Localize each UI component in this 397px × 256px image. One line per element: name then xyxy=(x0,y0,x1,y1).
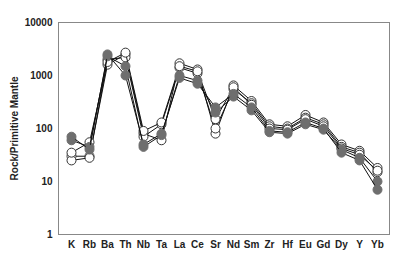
svg-text:Ba: Ba xyxy=(101,239,114,250)
svg-text:K: K xyxy=(68,239,76,250)
svg-text:Hf: Hf xyxy=(282,239,293,250)
svg-text:100: 100 xyxy=(36,123,53,134)
svg-text:Eu: Eu xyxy=(299,239,312,250)
svg-text:Gd: Gd xyxy=(317,239,331,250)
svg-text:Nb: Nb xyxy=(137,239,150,250)
svg-text:Rock/Primitive Mantle: Rock/Primitive Mantle xyxy=(9,76,20,180)
svg-text:Ce: Ce xyxy=(191,239,204,250)
svg-text:Y: Y xyxy=(356,239,363,250)
svg-text:Th: Th xyxy=(119,239,131,250)
svg-text:La: La xyxy=(174,239,186,250)
svg-text:1: 1 xyxy=(47,229,53,240)
svg-text:Nd: Nd xyxy=(227,239,240,250)
svg-text:Rb: Rb xyxy=(83,239,96,250)
svg-text:10000: 10000 xyxy=(25,17,53,28)
svg-text:10: 10 xyxy=(41,176,53,187)
svg-text:Sr: Sr xyxy=(210,239,221,250)
svg-text:Zr: Zr xyxy=(265,239,275,250)
svg-text:Yb: Yb xyxy=(371,239,384,250)
svg-text:Dy: Dy xyxy=(335,239,348,250)
svg-text:Sm: Sm xyxy=(244,239,260,250)
svg-text:1000: 1000 xyxy=(30,70,53,81)
svg-text:Ta: Ta xyxy=(156,239,167,250)
